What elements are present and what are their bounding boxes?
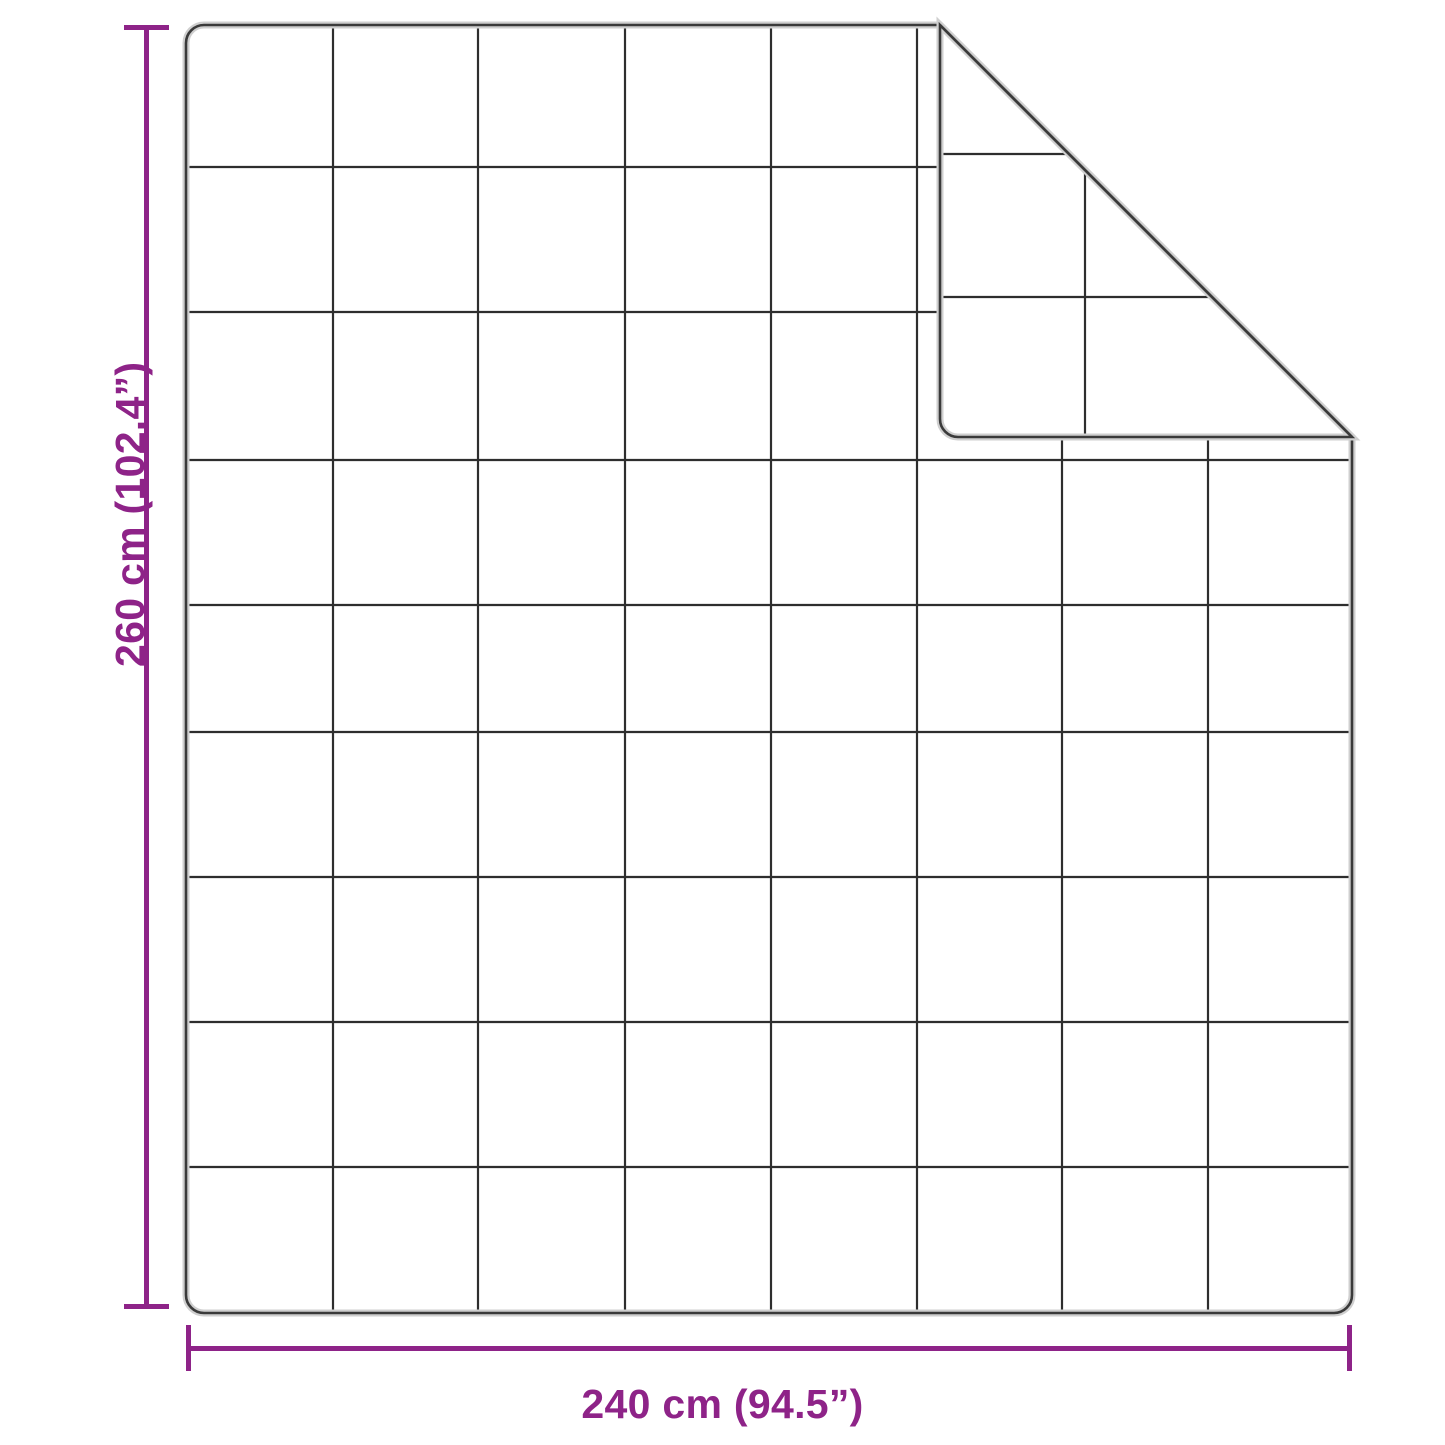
front-grid-horizontal	[186, 165, 1352, 1169]
width-dimension-label: 240 cm (94.5”)	[581, 1381, 864, 1427]
height-dimension-line	[144, 25, 149, 1309]
width-dimension-line	[186, 1346, 1352, 1351]
fold-outline	[938, 21, 1356, 439]
height-dimension-cap-bottom	[124, 1304, 169, 1309]
width-dimension-cap-left	[186, 1325, 191, 1371]
height-dimension-cap-top	[124, 25, 169, 30]
front-grid-vertical	[331, 25, 1210, 1313]
fold-crease-line	[939, 24, 1353, 438]
width-dimension-cap-right	[1347, 1325, 1352, 1371]
front-outline	[184, 23, 1354, 1315]
height-dimension-label: 260 cm (102.4”)	[107, 361, 153, 667]
